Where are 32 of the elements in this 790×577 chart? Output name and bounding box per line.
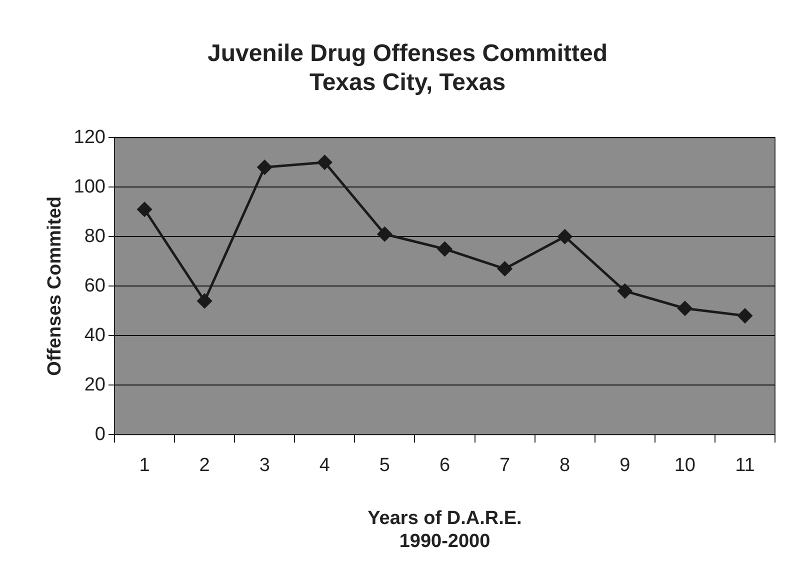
x-tick-label: 7 (500, 455, 510, 476)
x-tick-label: 11 (735, 455, 755, 476)
x-tick-label: 8 (560, 455, 570, 476)
y-tick-label: 40 (84, 324, 106, 346)
point (618, 284, 632, 298)
chart-title: Juvenile Drug Offenses Committed Texas City, Texas (207, 40, 608, 96)
x-tick-label: 2 (199, 455, 210, 476)
x-tick-label: 9 (620, 455, 630, 476)
point (137, 202, 152, 217)
point (558, 229, 572, 244)
y-tick-label: 0 (94, 424, 106, 445)
x-tick-label: 5 (379, 455, 390, 476)
point (438, 242, 452, 256)
x-tick-label: 3 (259, 455, 270, 476)
point (678, 301, 692, 316)
y-tick-label: 120 (74, 126, 106, 148)
x-tick-label: 1 (139, 455, 150, 476)
point (377, 226, 392, 242)
point (317, 155, 332, 170)
x-tick-label: 6 (439, 455, 450, 476)
point (197, 294, 212, 308)
point (257, 160, 272, 175)
y-tick-label: 100 (74, 176, 106, 198)
y-tick-label: 60 (84, 275, 106, 296)
point (498, 262, 512, 276)
point (738, 308, 752, 324)
x-tick-label: 10 (674, 455, 696, 476)
y-tick-label: 80 (84, 226, 106, 247)
y-tick-label: 20 (84, 374, 106, 396)
y-axis-title: Offenses Commited (44, 196, 66, 376)
x-tick-label: 4 (319, 455, 330, 476)
x-axis-title: Years of D.A.R.E. 1990-2000 (368, 508, 522, 552)
